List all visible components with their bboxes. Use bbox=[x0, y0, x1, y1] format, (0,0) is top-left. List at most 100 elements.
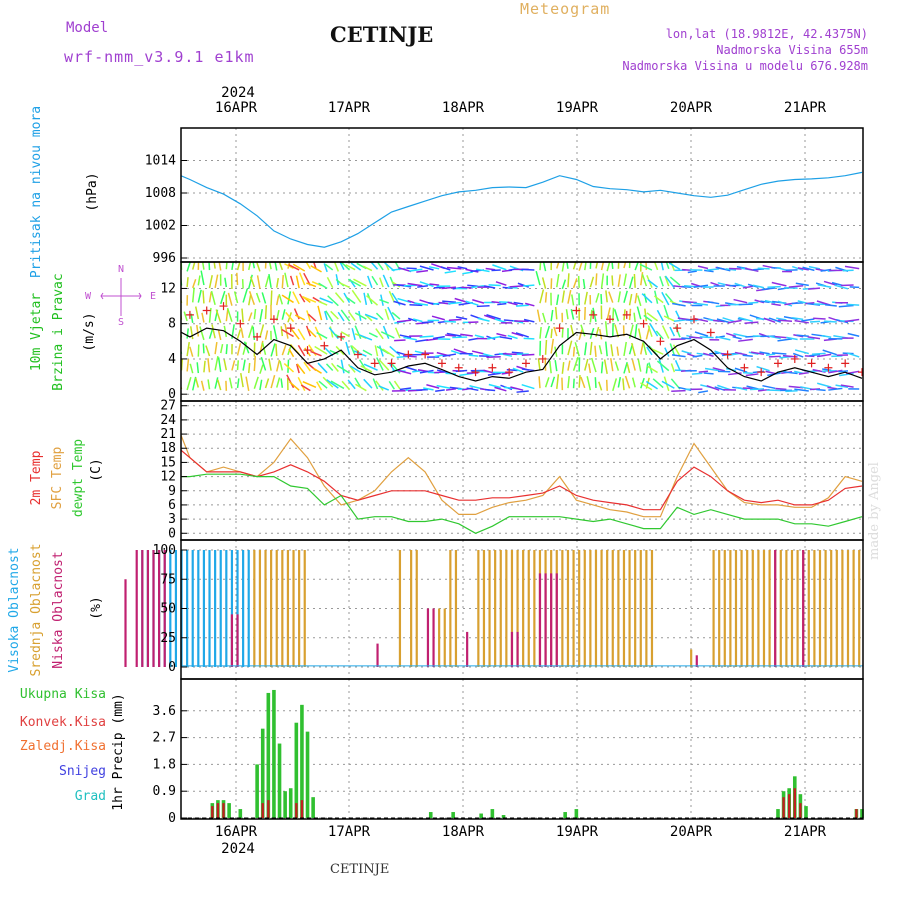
wind-arrow bbox=[544, 325, 551, 339]
wind-gust-marker bbox=[68, 351, 76, 359]
compass-s: S bbox=[118, 317, 124, 328]
wind-arrow bbox=[318, 380, 328, 389]
wind-arrow bbox=[78, 329, 81, 339]
wind-arrow bbox=[316, 381, 323, 391]
wind-gust-marker bbox=[757, 368, 766, 377]
wind-arrow bbox=[339, 282, 350, 289]
wind-arrow bbox=[499, 336, 513, 340]
wind-arrow bbox=[82, 302, 92, 303]
wind-arrow bbox=[136, 388, 148, 390]
wind-arrow bbox=[362, 265, 373, 272]
wind-gust-marker bbox=[269, 315, 278, 324]
wind-gust-marker bbox=[706, 328, 715, 337]
wind-arrow bbox=[687, 270, 697, 274]
wind-arrow bbox=[644, 308, 648, 322]
wind-arrow bbox=[231, 262, 234, 271]
wind-arrow bbox=[275, 295, 280, 306]
wind-arrow bbox=[306, 282, 317, 288]
wind-arrow bbox=[777, 300, 793, 307]
wind-arrow bbox=[765, 353, 776, 356]
wind-arrow bbox=[646, 312, 659, 322]
wind-arrow bbox=[334, 292, 345, 303]
wind-arrow bbox=[101, 303, 114, 304]
wind-arrow bbox=[610, 344, 614, 357]
wind-gust-marker bbox=[790, 354, 799, 363]
wind-arrow bbox=[468, 354, 479, 357]
wind-arrow bbox=[637, 358, 642, 372]
wind-arrow bbox=[663, 315, 675, 322]
wind-arrow bbox=[391, 311, 401, 320]
wind-arrow bbox=[631, 359, 636, 371]
wind-arrow bbox=[681, 350, 692, 355]
wind-arrow bbox=[768, 335, 781, 340]
wind-arrow bbox=[318, 282, 328, 289]
precip-bar bbox=[255, 764, 259, 818]
wind-arrow bbox=[207, 358, 211, 373]
wind-arrow bbox=[194, 377, 200, 388]
wind-arrow bbox=[455, 369, 468, 373]
wind-arrow bbox=[554, 306, 558, 320]
precip-bar bbox=[799, 803, 802, 818]
precip-bar bbox=[216, 803, 220, 818]
wind-arrow bbox=[276, 377, 281, 388]
wind-arrow bbox=[589, 262, 592, 269]
wind-arrow bbox=[435, 389, 445, 392]
wind-arrow bbox=[150, 386, 159, 389]
wind-arrow bbox=[561, 327, 564, 338]
wind-arrow bbox=[556, 374, 560, 389]
wind-arrow bbox=[795, 282, 809, 287]
wind-arrow bbox=[809, 353, 821, 357]
wind-arrow bbox=[542, 312, 547, 323]
wind-arrow bbox=[634, 292, 638, 304]
wind-arrow bbox=[97, 374, 108, 375]
precip-legend-item: Grad bbox=[75, 789, 106, 804]
wind-arrow bbox=[487, 372, 501, 376]
wind-arrow bbox=[378, 345, 384, 357]
wind-arrow bbox=[598, 381, 603, 391]
panel-frame bbox=[180, 127, 864, 263]
wind-arrow bbox=[323, 263, 328, 273]
wind-arrow bbox=[733, 298, 748, 304]
wind-arrow bbox=[538, 376, 541, 389]
wind-arrow bbox=[550, 338, 555, 354]
wind-arrow bbox=[744, 267, 759, 272]
wind-gust-marker bbox=[454, 363, 463, 372]
precip-bar bbox=[311, 797, 315, 818]
precip-bar bbox=[288, 788, 293, 818]
wind-arrow bbox=[363, 292, 368, 305]
wind-arrow bbox=[382, 348, 395, 358]
wind-arrow bbox=[191, 376, 197, 391]
wind-arrow bbox=[640, 382, 653, 391]
wind-arrow bbox=[287, 291, 292, 305]
x-tick-label-bottom: 19APR bbox=[556, 824, 599, 840]
wind-arrow bbox=[617, 262, 620, 269]
wind-arrow bbox=[653, 295, 664, 304]
wind-arrow bbox=[281, 328, 294, 338]
y-tick-label: 24 bbox=[160, 413, 176, 428]
precip-bar bbox=[787, 794, 791, 818]
wind-gust-marker bbox=[824, 363, 833, 372]
wind-arrow bbox=[362, 349, 373, 356]
wind-arrow bbox=[566, 262, 569, 269]
wind-arrow bbox=[281, 309, 286, 320]
wind-arrow bbox=[556, 273, 560, 288]
wind-arrow bbox=[521, 353, 535, 357]
wind-arrow bbox=[462, 271, 473, 275]
wind-arrow bbox=[68, 281, 80, 287]
wind-arrow bbox=[280, 326, 284, 337]
wind-arrow bbox=[208, 328, 214, 339]
wind-arrow bbox=[79, 385, 91, 389]
wind-arrow bbox=[259, 364, 264, 374]
wind-arrow bbox=[324, 347, 334, 357]
wind-arrow bbox=[416, 388, 428, 391]
wind-arrow bbox=[223, 359, 228, 371]
precip-bar bbox=[211, 806, 214, 818]
y-tick-label: 12 bbox=[160, 281, 176, 296]
wind-arrow bbox=[523, 318, 535, 323]
wind-arrow bbox=[86, 353, 97, 355]
wind-arrow bbox=[228, 377, 233, 389]
wind-arrow bbox=[349, 365, 362, 374]
wind-arrow bbox=[550, 328, 553, 339]
wind-arrow bbox=[698, 390, 709, 394]
wind-arrow bbox=[73, 352, 81, 357]
